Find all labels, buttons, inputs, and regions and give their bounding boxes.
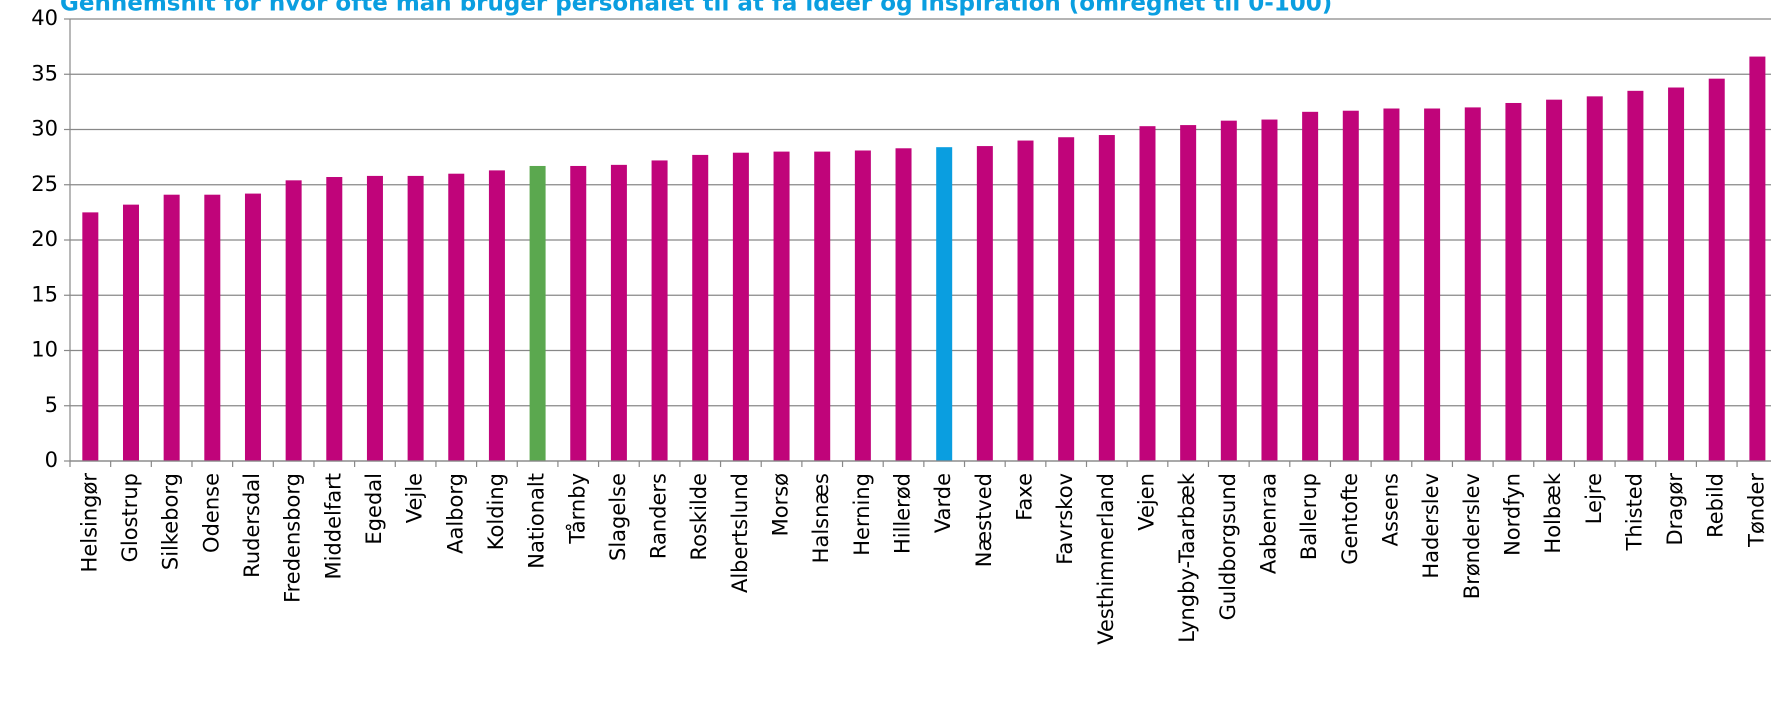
x-tick-label: Randers	[647, 473, 671, 559]
bar	[1424, 108, 1441, 461]
x-tick-label: Odense	[199, 473, 223, 553]
bar	[570, 165, 587, 461]
bar	[1627, 90, 1644, 461]
bar	[82, 212, 99, 461]
bar	[204, 194, 221, 461]
x-tick-label: Tårnby	[564, 473, 589, 545]
x-tick-label: Haderslev	[1419, 473, 1443, 579]
y-tick-label: 15	[31, 282, 58, 306]
x-tick-label: Brønderslev	[1460, 473, 1484, 599]
bar	[1464, 107, 1481, 462]
x-tick-label: Dragør	[1663, 473, 1687, 546]
x-tick-label: Faxe	[1013, 473, 1037, 521]
bar	[448, 173, 465, 461]
bar	[285, 180, 302, 461]
bar	[895, 148, 912, 461]
bar	[1383, 108, 1400, 461]
y-tick-label: 20	[31, 227, 58, 251]
bar	[1261, 119, 1278, 462]
x-tick-label: Nordfyn	[1500, 473, 1524, 556]
bar	[122, 204, 139, 461]
bar	[936, 147, 953, 461]
x-tick-label: Helsingør	[77, 473, 101, 573]
bar	[1139, 126, 1156, 461]
x-tick-label: Rudersdal	[240, 473, 264, 578]
y-tick-label: 5	[45, 393, 58, 417]
x-tick-label: Nationalt	[525, 473, 549, 569]
y-tick-label: 35	[31, 61, 58, 85]
x-tick-label: Morsø	[769, 473, 793, 537]
bar	[366, 175, 383, 461]
x-tick-label: Assens	[1378, 473, 1402, 546]
x-tick-label: Halsnæs	[809, 473, 833, 563]
bar	[1668, 87, 1685, 461]
x-tick-label: Middelfart	[321, 473, 345, 580]
x-tick-label: Lejre	[1582, 473, 1606, 524]
chart-title: Gennemsnit for hvor ofte man bruger pers…	[60, 0, 1332, 17]
x-tick-label: Herning	[850, 473, 874, 556]
y-tick-label: 40	[31, 6, 58, 30]
y-tick-label: 30	[31, 117, 58, 141]
x-tick-label: Gentofte	[1338, 473, 1362, 565]
x-tick-label: Rebild	[1704, 473, 1728, 538]
x-tick-label: Vejen	[1134, 473, 1158, 531]
x-tick-label: Lyngby-Taarbæk	[1175, 472, 1199, 643]
x-tick-label: Roskilde	[687, 473, 711, 561]
x-tick-label: Aalborg	[443, 473, 467, 554]
x-tick-label: Ballerup	[1297, 473, 1321, 560]
x-tick-label: Næstved	[972, 473, 996, 567]
bar	[1098, 135, 1115, 461]
bar	[1017, 140, 1034, 462]
y-tick-label: 10	[31, 338, 58, 362]
y-tick-label: 0	[45, 448, 58, 472]
x-tick-label: Albertslund	[728, 473, 752, 593]
bar	[1749, 56, 1766, 461]
bar	[1058, 137, 1075, 462]
x-tick-label: Egedal	[362, 473, 386, 545]
bar	[407, 175, 424, 461]
x-tick-label: Slagelse	[606, 473, 630, 561]
x-tick-label: Thisted	[1622, 473, 1646, 551]
bar	[244, 193, 261, 461]
bar	[1708, 78, 1725, 462]
bar	[610, 164, 627, 462]
bar	[976, 146, 993, 461]
x-tick-label: Holbæk	[1541, 472, 1565, 553]
bar	[1180, 125, 1197, 461]
x-tick-label: Fredensborg	[281, 473, 305, 603]
bar	[773, 151, 790, 461]
bar	[1505, 102, 1522, 461]
bar	[1586, 96, 1603, 461]
bar	[326, 177, 343, 461]
x-tick-label: Glostrup	[118, 473, 142, 562]
bar	[1220, 120, 1237, 461]
x-tick-label: Hillerød	[891, 473, 915, 554]
bar	[854, 150, 871, 461]
x-tick-label: Silkeborg	[159, 473, 183, 570]
x-tick-label: Varde	[931, 473, 955, 533]
bar	[692, 154, 709, 462]
bar	[163, 194, 180, 461]
x-tick-label: Kolding	[484, 473, 508, 550]
y-tick-label: 25	[31, 172, 58, 196]
bar	[1342, 110, 1359, 461]
bar	[732, 152, 749, 461]
bar	[814, 151, 831, 461]
x-tick-label: Tønder	[1744, 473, 1768, 548]
bar	[529, 165, 546, 461]
bar	[1302, 111, 1319, 461]
x-tick-label: Guldborgsund	[1216, 473, 1240, 620]
x-tick-label: Vejle	[403, 473, 427, 523]
x-tick-label: Aabenraa	[1256, 473, 1280, 574]
bar	[488, 170, 505, 461]
bar	[1546, 99, 1563, 461]
x-tick-label: Favrskov	[1053, 473, 1077, 565]
bar	[651, 160, 668, 461]
x-tick-label: Vesthimmerland	[1094, 473, 1118, 645]
